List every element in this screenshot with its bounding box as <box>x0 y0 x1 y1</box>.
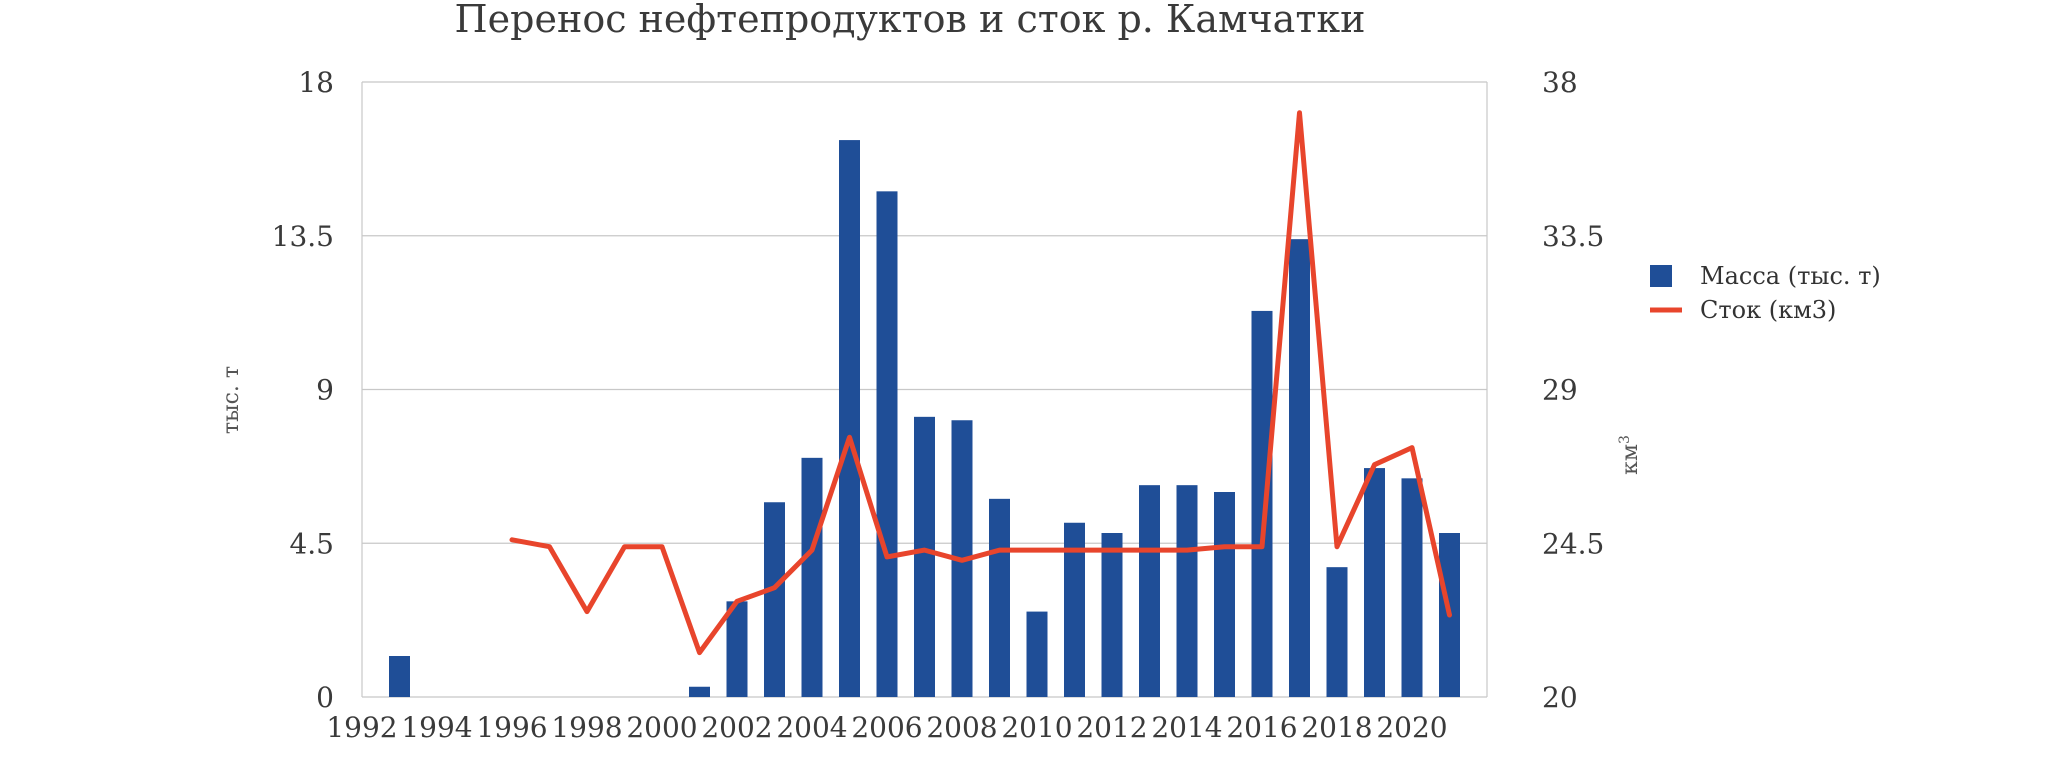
legend-bar-label: Масса (тыс. т) <box>1700 262 1881 290</box>
x-tick-label: 2012 <box>1076 711 1147 744</box>
line-series <box>509 110 1452 656</box>
x-axis: 1992 1994 1996 1998 2000 2002 2004 2006 2008 2010… <box>326 711 1447 744</box>
bar <box>1401 478 1423 697</box>
bar <box>726 601 748 697</box>
bar <box>1026 611 1048 697</box>
x-tick-label: 1998 <box>551 711 622 744</box>
legend: Масса (тыс. т) Сток (км3) <box>1650 262 1881 324</box>
bar <box>989 498 1010 697</box>
x-tick-label: 1996 <box>476 711 547 744</box>
bar <box>801 457 823 697</box>
bar <box>689 686 710 697</box>
bar <box>1101 533 1123 697</box>
x-tick-label: 2010 <box>1001 711 1072 744</box>
left-tick-label: 18 <box>298 66 334 99</box>
x-tick-label: 2016 <box>1226 711 1297 744</box>
x-tick-label: 2008 <box>926 711 997 744</box>
bar <box>764 502 785 697</box>
bar <box>1364 468 1385 697</box>
x-tick-label: 2000 <box>626 711 697 744</box>
right-axis: 20 24.5 29 33.5 38 <box>1542 66 1604 714</box>
bar <box>389 656 410 697</box>
x-tick-label: 2002 <box>701 711 772 744</box>
chart-title: Перенос нефтепродуктов и сток р. Камчатк… <box>455 0 1366 41</box>
bar <box>1289 239 1310 697</box>
bar <box>1251 310 1273 697</box>
bar-series <box>389 140 1460 698</box>
right-tick-label: 29 <box>1542 374 1578 407</box>
bar <box>1214 492 1235 697</box>
left-tick-label: 13.5 <box>272 220 334 253</box>
bar <box>876 191 898 698</box>
left-axis-label: тыс. т <box>219 366 244 434</box>
right-tick-label: 33.5 <box>1542 220 1604 253</box>
right-axis-label-superscript: 3 <box>1617 435 1633 444</box>
legend-bar-swatch <box>1650 265 1672 287</box>
bar <box>1176 485 1198 697</box>
right-axis-label-unit: км <box>1618 444 1643 475</box>
x-tick-label: 2020 <box>1376 711 1447 744</box>
right-tick-label: 20 <box>1542 681 1578 714</box>
bar <box>839 140 860 698</box>
bar <box>1139 485 1160 697</box>
left-tick-label: 4.5 <box>289 527 334 560</box>
x-tick-label: 1994 <box>401 711 472 744</box>
x-tick-label: 1992 <box>326 711 397 744</box>
left-axis: 0 4.5 9 13.5 18 <box>272 66 334 714</box>
left-tick-label: 9 <box>316 374 334 407</box>
x-tick-label: 2018 <box>1301 711 1372 744</box>
right-axis-label: км3 <box>1617 435 1643 475</box>
x-tick-label: 2006 <box>851 711 922 744</box>
x-tick-label: 2004 <box>776 711 847 744</box>
legend-line-label: Сток (км3) <box>1700 296 1836 324</box>
left-tick-label: 0 <box>316 681 334 714</box>
bar <box>1064 522 1085 697</box>
line-series-path <box>509 110 1452 656</box>
bar <box>914 416 935 697</box>
bar <box>1326 567 1348 697</box>
x-tick-label: 2014 <box>1151 711 1222 744</box>
right-tick-label: 24.5 <box>1542 527 1604 560</box>
right-tick-label: 38 <box>1542 66 1578 99</box>
